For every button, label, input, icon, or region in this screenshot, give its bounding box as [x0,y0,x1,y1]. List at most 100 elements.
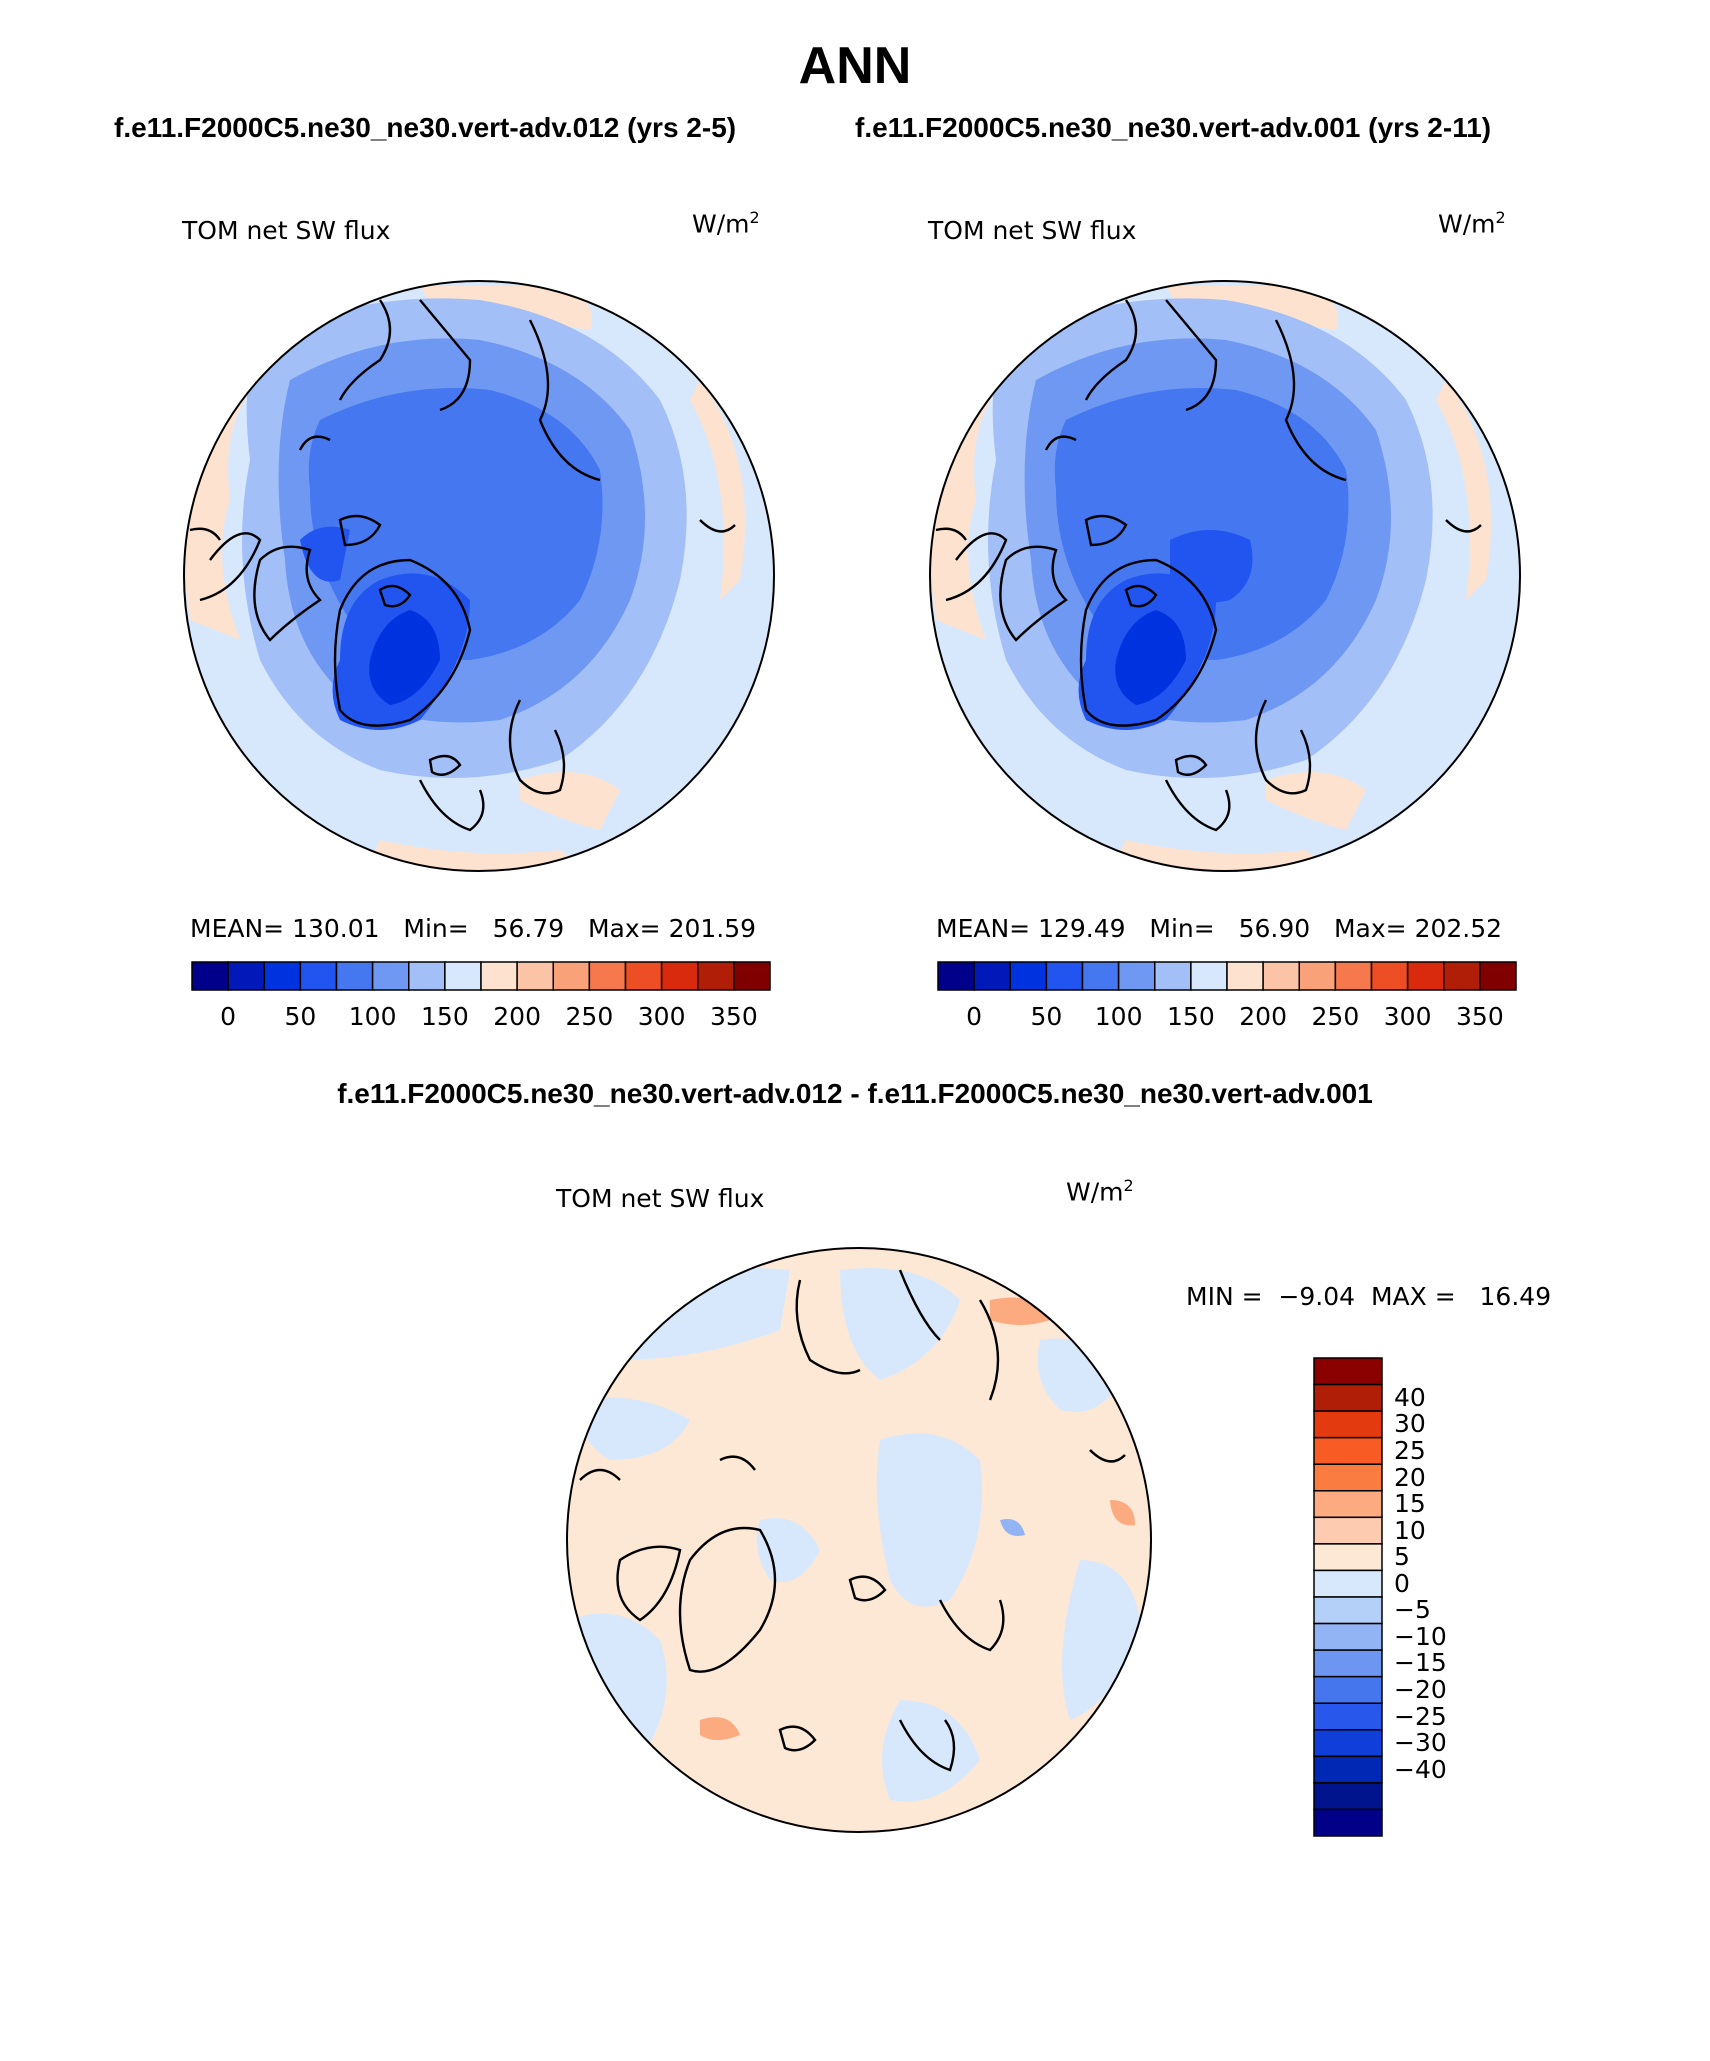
colorbar-swatch [1313,1675,1383,1704]
colorbar-swatch [1262,961,1300,991]
colorbar-tick-label: 0 [1394,1568,1410,1598]
colorbar-tick-label: 5 [1394,1542,1410,1572]
colorbar-swatch [480,961,518,991]
panel-2-stats: MEAN= 129.49 Min= 56.90 Max= 202.52 [936,914,1503,943]
colorbar-tick-label: 250 [565,1002,614,1031]
colorbar-tick-label: −40 [1394,1754,1447,1784]
colorbar-tick-label: 150 [421,1002,469,1031]
panel-1-units: W/m2 [692,208,760,239]
colorbar-tick-label: 25 [1394,1435,1426,1465]
colorbar-swatch [1313,1755,1383,1784]
colorbar-tick-label: −25 [1394,1701,1447,1731]
colorbar-tick-label: −5 [1394,1595,1431,1625]
colorbar-swatch [1313,1463,1383,1492]
case-a-title: f.e11.F2000C5.ne30_ne30.vert-adv.012 (yr… [114,112,737,143]
colorbar-tick-label: 20 [1394,1462,1426,1492]
panel-2-label: TOM net SW flux [928,216,1137,245]
colorbar-swatch [1313,1808,1383,1837]
colorbar-swatch [1313,1622,1383,1651]
colorbar-tick-label: −20 [1394,1674,1447,1704]
colorbar-tick-label: 200 [493,1002,541,1031]
colorbar-swatch [733,961,771,991]
colorbar-tick-label: 350 [1456,1002,1504,1031]
colorbar-swatch [588,961,627,991]
colorbar-swatch [227,961,265,991]
colorbar-swatch [1313,1702,1383,1731]
panel-1-stats: MEAN= 130.01 Min= 56.79 Max= 201.59 [190,914,757,943]
colorbar-swatch [1009,961,1048,991]
colorbar-tick-label: 150 [1167,1002,1215,1031]
colorbar-tick-label: 40 [1394,1382,1426,1412]
colorbar-swatch [263,961,302,991]
colorbar-swatch [1081,961,1120,991]
panel-1-label: TOM net SW flux [182,216,391,245]
colorbar-tick-label: 0 [220,1002,237,1031]
colorbar-swatch [1313,1729,1383,1758]
colorbar-swatch [1313,1490,1383,1519]
colorbar-tick-label: −15 [1394,1648,1447,1678]
colorbar-swatch [1154,961,1192,991]
colorbar-swatch [1313,1410,1383,1439]
colorbar-swatch [1313,1436,1383,1465]
colorbar-swatch [1117,961,1156,991]
colorbar-swatch [1190,961,1228,991]
colorbar-swatch [1226,961,1264,991]
colorbar-swatch [1313,1357,1383,1386]
colorbar-swatch [660,961,699,991]
panel-2-colorbar [937,961,1517,991]
colorbar-swatch [1313,1516,1383,1545]
difference-map [566,1247,1152,1833]
colorbar-tick-label: 100 [348,1002,397,1031]
panel-1-map [183,280,775,872]
colorbar-swatch [1298,961,1337,991]
colorbar-swatch [1313,1569,1383,1598]
colorbar-tick-label: 250 [1311,1002,1360,1031]
colorbar-swatch [1313,1383,1383,1412]
colorbar-tick-label: 15 [1394,1489,1426,1519]
colorbar-tick-label: 300 [1383,1002,1432,1031]
colorbar-swatch [335,961,374,991]
difference-range: MIN = −9.04 MAX = 16.49 [1186,1282,1552,1311]
difference-units: W/m2 [1066,1176,1134,1207]
colorbar-swatch [371,961,410,991]
colorbar-swatch [1313,1782,1383,1811]
colorbar-swatch [299,961,338,991]
case-b-title: f.e11.F2000C5.ne30_ne30.vert-adv.001 (yr… [855,112,1492,143]
difference-colorbar [1313,1357,1383,1837]
colorbar-swatch [516,961,554,991]
colorbar-tick-label: −10 [1394,1621,1447,1651]
colorbar-swatch [191,961,229,991]
colorbar-tick-label: 50 [284,1002,317,1031]
colorbar-tick-label: 50 [1030,1002,1063,1031]
colorbar-tick-label: 300 [637,1002,686,1031]
colorbar-swatch [1370,961,1409,991]
colorbar-swatch [408,961,446,991]
colorbar-swatch [1313,1649,1383,1678]
colorbar-swatch [624,961,663,991]
colorbar-swatch [1334,961,1373,991]
colorbar-tick-label: 100 [1094,1002,1143,1031]
panel-1-colorbar [191,961,771,991]
difference-title: f.e11.F2000C5.ne30_ne30.vert-adv.012 - f… [337,1078,1373,1109]
colorbar-tick-label: 350 [710,1002,758,1031]
panel-2-map [929,280,1521,872]
colorbar-swatch [1443,961,1481,991]
colorbar-swatch [1045,961,1084,991]
panel-2-units: W/m2 [1438,208,1506,239]
colorbar-tick-label: 0 [966,1002,983,1031]
figure-title: ANN [798,37,912,95]
colorbar-swatch [1313,1596,1383,1625]
colorbar-swatch [1406,961,1445,991]
colorbar-swatch [444,961,482,991]
colorbar-swatch [1313,1543,1383,1572]
colorbar-swatch [973,961,1011,991]
colorbar-swatch [697,961,735,991]
colorbar-tick-label: 10 [1394,1515,1426,1545]
colorbar-swatch [1479,961,1517,991]
colorbar-tick-label: −30 [1394,1728,1447,1758]
colorbar-tick-label: 30 [1394,1409,1426,1439]
colorbar-swatch [552,961,591,991]
colorbar-swatch [937,961,975,991]
colorbar-tick-label: 200 [1239,1002,1287,1031]
